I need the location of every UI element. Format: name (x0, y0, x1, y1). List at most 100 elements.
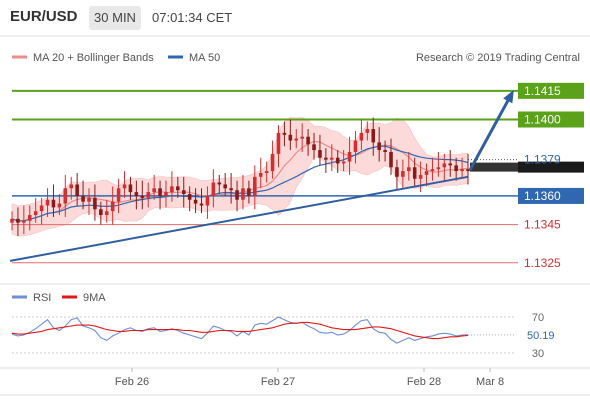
candle-body (152, 188, 156, 193)
timestamp-label: 07:01:34 CET (152, 10, 233, 25)
candle-body (16, 218, 20, 223)
candle-body (164, 192, 168, 196)
candle-body (341, 161, 346, 164)
candle-body (347, 151, 352, 162)
candle-body (359, 132, 364, 141)
candle-body (211, 182, 216, 196)
candle-body (128, 184, 133, 193)
x-tick-label: Mar 8 (476, 376, 504, 388)
candle-body (75, 184, 79, 196)
price-levels (12, 89, 584, 264)
candle-body (412, 167, 417, 179)
candle-body (371, 129, 376, 143)
candle-body (146, 192, 151, 198)
candle-body (229, 188, 233, 191)
x-tick-label: Feb 26 (115, 376, 149, 388)
research-credit: Research © 2019 Trading Central (416, 52, 580, 64)
candle-body (170, 186, 174, 193)
candle-body (140, 195, 145, 198)
last-price-marker (470, 162, 518, 172)
candle-body (365, 129, 370, 133)
candle-body (300, 136, 304, 139)
candle-body (217, 182, 222, 185)
candle-body (134, 192, 139, 196)
rsi-ma-line (11, 321, 469, 340)
timeframe-button[interactable]: 30 MIN (89, 6, 141, 30)
candle-body (318, 150, 322, 158)
candle-body (306, 136, 310, 145)
candle-body (187, 194, 192, 200)
moving-averages (11, 140, 469, 222)
candle-body (57, 203, 62, 208)
candle-body (99, 209, 103, 216)
level-label-1.1415: 1.1415 (524, 84, 561, 98)
candle-body (454, 165, 458, 172)
candle-body (460, 169, 464, 172)
candle-body (247, 188, 251, 196)
forecast-arrow-shaft (468, 96, 512, 171)
rsi-line (11, 316, 469, 344)
candle-body (253, 176, 257, 196)
candle-body (241, 188, 245, 200)
candle-body (193, 199, 198, 204)
candle-body (258, 173, 263, 177)
candle-body (377, 142, 381, 151)
candle-body (430, 169, 435, 172)
candle-body (93, 197, 97, 210)
rsi-panel: 70 30 50.19 (11, 312, 555, 360)
candle-body (110, 201, 115, 212)
level-label-1.1345: 1.1345 (524, 218, 561, 232)
ma50-line (11, 145, 469, 222)
candle-body (466, 169, 470, 172)
candle-body (294, 138, 299, 141)
candle-body (389, 151, 393, 168)
candles (10, 117, 470, 237)
level-label-1.1400: 1.1400 (524, 113, 561, 127)
candle-body (288, 134, 293, 141)
rsi-legend-label: RSI (33, 292, 51, 304)
candle-body (324, 157, 328, 160)
candle-body (45, 199, 50, 206)
x-tick-label: Feb 27 (261, 376, 295, 388)
candle-body (436, 167, 441, 170)
candle-body (312, 144, 316, 151)
candle-body (205, 195, 210, 206)
symbol-label: EUR/USD (10, 8, 78, 25)
rsi-tick-70: 70 (532, 312, 544, 324)
ma9-legend-label: 9MA (83, 292, 106, 304)
candle-body (406, 167, 411, 172)
candle-body (329, 157, 334, 160)
candle-body (223, 184, 227, 189)
candle-body (33, 211, 38, 216)
candle-body (424, 171, 429, 175)
candle-body (395, 167, 399, 177)
ma20-legend-label: MA 20 + Bollinger Bands (33, 52, 154, 64)
candle-body (51, 199, 56, 208)
level-box-support (518, 254, 584, 271)
candle-body (276, 132, 281, 154)
chart-header: EUR/USD 30 MIN 07:01:34 CET (0, 0, 590, 36)
candle-body (264, 171, 269, 173)
candle-body (282, 132, 287, 135)
candle-body (116, 188, 121, 202)
candle-body (39, 205, 44, 212)
ma50-legend-label: MA 50 (189, 52, 220, 64)
candle-body (158, 188, 162, 196)
candle-body (235, 190, 239, 200)
candle-body (181, 190, 186, 195)
level-box-support (518, 216, 584, 233)
candle-body (442, 163, 447, 168)
level-box-resistance (518, 82, 584, 99)
candle-body (199, 203, 204, 206)
trendline-and-forecast (9, 89, 514, 262)
level-box-pivot (518, 187, 584, 204)
level-label-1.1360: 1.1360 (524, 189, 561, 203)
candle-body (383, 150, 387, 152)
ascending-trendline (9, 175, 469, 262)
rsi-tick-30: 30 (532, 348, 544, 360)
x-axis: Feb 26 Feb 27 Feb 28 Mar 8 (115, 368, 504, 388)
candle-body (401, 171, 405, 177)
candle-body (63, 188, 68, 204)
level-label-1.1325: 1.1325 (524, 256, 561, 270)
